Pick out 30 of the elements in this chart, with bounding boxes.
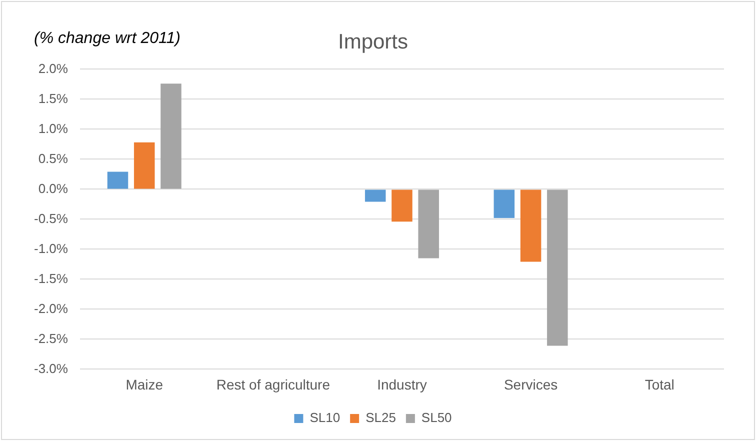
bar — [418, 190, 439, 258]
legend-label: SL10 — [310, 410, 340, 426]
bar — [160, 84, 182, 189]
legend-label: SL50 — [421, 410, 452, 426]
x-tick-label: Total — [644, 376, 674, 392]
x-tick-label: Services — [504, 376, 558, 392]
legend-label: SL25 — [366, 410, 396, 426]
y-tick-label: 0.0% — [38, 180, 68, 196]
x-tick-label: Industry — [377, 376, 427, 392]
y-tick-label: -1.0% — [34, 240, 68, 256]
chart-title: Imports — [338, 30, 408, 54]
y-tick-label: -3.0% — [34, 360, 68, 376]
bar — [392, 190, 412, 222]
bar — [520, 190, 542, 262]
y-tick-label: -0.5% — [34, 210, 68, 226]
text: (% change wrt 2011) — [34, 30, 180, 48]
bar — [134, 142, 155, 189]
bar — [494, 190, 515, 218]
y-tick-label: -2.0% — [34, 300, 68, 316]
bar — [364, 190, 386, 202]
y-tick-label: 1.0% — [38, 120, 68, 136]
y-tick-label: -1.5% — [34, 270, 68, 286]
bar — [107, 172, 128, 189]
y-tick-label: 2.0% — [38, 60, 68, 76]
y-tick-label: 1.5% — [38, 90, 68, 106]
bar — [547, 190, 568, 346]
y-tick-label: -2.5% — [34, 330, 68, 346]
x-tick-label: Maize — [126, 376, 164, 392]
y-tick-label: 0.5% — [38, 150, 68, 166]
x-tick-label: Rest of agriculture — [216, 376, 330, 392]
